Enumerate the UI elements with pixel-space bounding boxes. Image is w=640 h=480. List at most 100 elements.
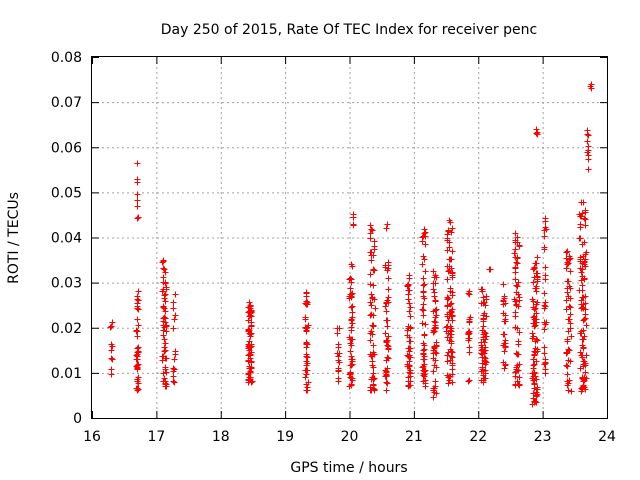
data-point bbox=[172, 348, 179, 355]
data-point bbox=[109, 356, 116, 363]
data-point bbox=[349, 361, 356, 368]
data-point bbox=[481, 357, 488, 364]
data-point bbox=[303, 327, 310, 334]
data-point bbox=[303, 300, 310, 307]
data-point bbox=[567, 325, 574, 332]
data-point bbox=[382, 303, 389, 310]
data-point bbox=[170, 325, 177, 332]
chart-title: Day 250 of 2015, Rate Of TEC Index for r… bbox=[161, 22, 537, 38]
data-point bbox=[369, 374, 376, 381]
data-point bbox=[582, 293, 589, 300]
data-point bbox=[384, 323, 391, 330]
data-point bbox=[348, 316, 355, 323]
data-point bbox=[576, 211, 583, 218]
data-point bbox=[420, 370, 427, 377]
y-tick-label: 0 bbox=[73, 411, 82, 427]
data-point bbox=[370, 322, 377, 329]
data-points bbox=[107, 81, 595, 408]
data-point bbox=[383, 299, 390, 306]
data-point bbox=[134, 362, 141, 369]
data-point bbox=[162, 366, 169, 373]
data-point bbox=[369, 352, 376, 359]
data-point bbox=[500, 301, 507, 308]
data-point bbox=[541, 302, 548, 309]
data-point bbox=[512, 246, 519, 253]
data-point bbox=[563, 249, 570, 256]
data-point bbox=[135, 297, 142, 304]
data-point bbox=[444, 296, 451, 303]
data-point bbox=[348, 382, 355, 389]
data-point bbox=[367, 249, 374, 256]
data-point bbox=[161, 266, 168, 273]
data-point bbox=[577, 235, 584, 242]
data-point bbox=[448, 229, 455, 236]
data-point bbox=[567, 304, 574, 311]
data-point bbox=[348, 261, 355, 268]
data-point bbox=[444, 358, 451, 365]
data-point bbox=[405, 353, 412, 360]
data-point bbox=[170, 299, 177, 306]
data-point bbox=[430, 347, 437, 354]
data-point bbox=[567, 268, 574, 275]
data-point bbox=[368, 291, 375, 298]
data-point bbox=[582, 311, 589, 318]
data-point bbox=[246, 299, 253, 306]
data-point bbox=[108, 347, 115, 354]
data-point bbox=[303, 339, 310, 346]
data-point bbox=[109, 319, 116, 326]
data-point bbox=[432, 357, 439, 364]
data-point bbox=[531, 323, 538, 330]
data-point bbox=[513, 298, 520, 305]
data-point bbox=[531, 369, 538, 376]
data-point bbox=[563, 265, 570, 272]
data-point bbox=[404, 361, 411, 368]
data-point bbox=[369, 294, 376, 301]
data-point bbox=[541, 344, 548, 351]
data-point bbox=[444, 352, 451, 359]
data-point bbox=[171, 316, 178, 323]
data-point bbox=[444, 276, 451, 283]
data-point bbox=[431, 318, 438, 325]
data-point bbox=[577, 254, 584, 261]
data-point bbox=[444, 231, 451, 238]
data-point bbox=[368, 302, 375, 309]
data-point bbox=[134, 303, 141, 310]
data-point bbox=[583, 249, 590, 256]
data-point bbox=[582, 300, 589, 307]
data-point bbox=[466, 349, 473, 356]
data-point bbox=[430, 280, 437, 287]
data-point bbox=[335, 365, 342, 372]
data-point bbox=[532, 260, 539, 267]
data-point bbox=[565, 387, 572, 394]
data-point bbox=[162, 308, 169, 315]
data-point bbox=[406, 369, 413, 376]
data-point bbox=[511, 250, 518, 257]
data-point bbox=[587, 83, 594, 90]
data-point bbox=[515, 381, 522, 388]
data-point bbox=[432, 322, 439, 329]
data-point bbox=[564, 285, 571, 292]
data-point bbox=[531, 352, 538, 359]
data-point bbox=[383, 225, 390, 232]
data-point bbox=[421, 346, 428, 353]
data-point bbox=[448, 300, 455, 307]
data-point bbox=[512, 373, 519, 380]
data-point bbox=[531, 381, 538, 388]
data-point bbox=[134, 316, 141, 323]
data-point bbox=[534, 254, 541, 261]
data-point bbox=[465, 329, 472, 336]
data-point bbox=[501, 348, 508, 355]
data-point bbox=[513, 282, 520, 289]
data-point bbox=[422, 380, 429, 387]
data-point bbox=[419, 238, 426, 245]
data-point bbox=[433, 339, 440, 346]
data-point bbox=[162, 279, 169, 286]
data-point bbox=[135, 306, 142, 313]
data-point bbox=[479, 351, 486, 358]
data-point bbox=[444, 303, 451, 310]
data-point bbox=[567, 311, 574, 318]
data-point bbox=[433, 350, 440, 357]
data-point bbox=[421, 295, 428, 302]
x-tick-label: 18 bbox=[212, 429, 230, 445]
data-point bbox=[432, 307, 439, 314]
